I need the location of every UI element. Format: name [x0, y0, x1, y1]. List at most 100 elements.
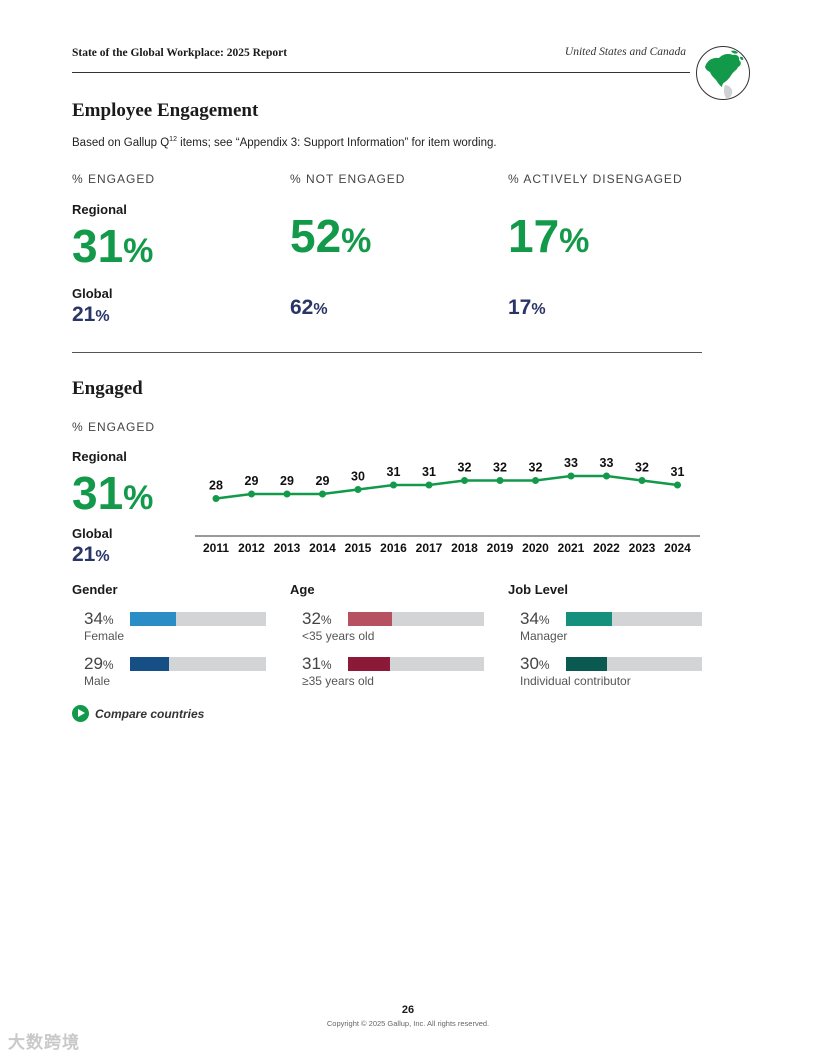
- report-title: State of the Global Workplace: 2025 Repo…: [72, 47, 288, 59]
- breakdown-label: Manager: [520, 629, 568, 643]
- breakdown-row: 30% Individual contributor: [508, 654, 704, 699]
- percent-sign: %: [102, 613, 114, 627]
- breakdown-row: 29% Male: [72, 654, 268, 699]
- breakdown-row: 31% ≥35 years old: [290, 654, 486, 699]
- global-value: 21%: [72, 543, 110, 567]
- data-label: 29: [245, 474, 259, 488]
- breakdown-bar-track: [130, 657, 266, 671]
- note-superscript: 12: [169, 136, 177, 143]
- x-tick-label: 2021: [558, 541, 585, 555]
- data-point: [603, 472, 610, 480]
- breakdown-row: 32% <35 years old: [290, 609, 486, 654]
- metric-actively-disengaged: % ACTIVELY DISENGAGED 17% 17%: [508, 172, 718, 320]
- x-tick-label: 2020: [522, 541, 549, 555]
- breakdown-label: ≥35 years old: [302, 674, 374, 688]
- data-point: [283, 490, 291, 498]
- data-point: [532, 477, 539, 484]
- compare-countries-link[interactable]: Compare countries: [72, 705, 204, 722]
- compare-countries-label: Compare countries: [95, 706, 205, 721]
- breakdown-value: 34%: [84, 609, 114, 629]
- x-tick-label: 2018: [451, 541, 478, 555]
- breakdown-bar: [566, 612, 613, 626]
- data-point: [212, 495, 220, 502]
- regional-number: 31: [72, 467, 124, 519]
- engagement-note: Based on Gallup Q12 items; see “Appendix…: [72, 136, 497, 149]
- age-breakdown: Age 32% <35 years old 31% ≥35 years old: [290, 582, 486, 699]
- series-line: [215, 474, 678, 500]
- breakdown-number: 29: [84, 654, 103, 673]
- percent-sign: %: [559, 222, 590, 260]
- percent-sign: %: [313, 301, 328, 318]
- breakdown-bar-track: [348, 612, 484, 626]
- breakdown-number: 34: [520, 609, 539, 628]
- global-value: 17%: [508, 296, 718, 320]
- metric-label: % ENGAGED: [72, 172, 156, 186]
- data-label: 31: [422, 465, 436, 479]
- breakdown-bar-track: [566, 612, 702, 626]
- metric-label: % NOT ENGAGED: [290, 172, 406, 186]
- breakdown-bar: [130, 612, 177, 626]
- data-point: [390, 481, 397, 489]
- data-label: 32: [458, 461, 472, 475]
- note-prefix: Based on Gallup Q: [72, 136, 170, 149]
- global-value: 21%: [72, 303, 282, 327]
- regional-value: 17%: [508, 213, 718, 259]
- data-label: 32: [635, 461, 649, 475]
- data-point: [638, 477, 646, 484]
- employee-engagement-heading: Employee Engagement: [72, 100, 259, 121]
- data-label: 30: [351, 470, 365, 484]
- breakdown-value: 34%: [520, 609, 550, 629]
- breakdown-bar: [348, 657, 391, 671]
- data-point: [319, 490, 326, 498]
- note-suffix: items; see “Appendix 3: Support Informat…: [176, 136, 497, 149]
- regional-label: Regional: [72, 202, 127, 217]
- percent-sign: %: [102, 658, 114, 672]
- breakdown-label: Male: [84, 674, 111, 688]
- engaged-heading: Engaged: [72, 378, 143, 399]
- global-number: 17: [508, 296, 532, 319]
- x-tick-label: 2016: [380, 541, 407, 555]
- global-value: 62%: [290, 296, 500, 320]
- breakdown-bar: [130, 657, 170, 671]
- x-tick-label: 2019: [487, 541, 514, 555]
- metric-label: % ACTIVELY DISENGAGED: [508, 172, 683, 186]
- global-number: 21: [72, 543, 96, 566]
- breakdown-number: 30: [520, 654, 539, 673]
- x-tick-label: 2015: [345, 541, 372, 555]
- header-rule: [72, 72, 690, 73]
- x-tick-label: 2014: [309, 541, 336, 555]
- data-point: [567, 472, 575, 480]
- x-tick-label: 2024: [664, 541, 691, 555]
- metric-engaged: % ENGAGED Regional 31% Global 21%: [72, 172, 282, 327]
- breakdown-heading: Gender: [72, 582, 118, 597]
- page-number: 26: [401, 1004, 415, 1016]
- regional-number: 31: [72, 220, 124, 272]
- percent-sign: %: [531, 301, 546, 318]
- job-level-breakdown: Job Level 34% Manager 30% Individual con…: [508, 582, 704, 699]
- breakdown-number: 31: [302, 654, 321, 673]
- regional-value: 31%: [72, 223, 282, 269]
- data-label: 32: [529, 461, 543, 475]
- data-point: [674, 481, 681, 489]
- percent-sign: %: [320, 658, 332, 672]
- global-number: 21: [72, 303, 96, 326]
- gender-breakdown: Gender 34% Female 29% Male: [72, 582, 268, 699]
- breakdown-bar-track: [348, 657, 484, 671]
- x-tick-label: 2011: [203, 541, 229, 555]
- breakdown-value: 31%: [302, 654, 332, 674]
- breakdown-row: 34% Female: [72, 609, 268, 654]
- percent-sign: %: [341, 222, 372, 260]
- percent-sign: %: [95, 548, 110, 565]
- global-label: Global: [72, 526, 113, 541]
- x-tick-label: 2012: [238, 541, 265, 555]
- regional-number: 17: [508, 210, 560, 262]
- breakdown-number: 34: [84, 609, 103, 628]
- breakdown-label: <35 years old: [302, 629, 375, 643]
- global-label: Global: [72, 286, 113, 301]
- breakdown-bar: [348, 612, 392, 626]
- data-point: [496, 477, 504, 484]
- data-label: 33: [564, 456, 578, 470]
- region-title: United States and Canada: [564, 46, 686, 58]
- data-point: [461, 477, 468, 484]
- breakdown-value: 32%: [302, 609, 332, 629]
